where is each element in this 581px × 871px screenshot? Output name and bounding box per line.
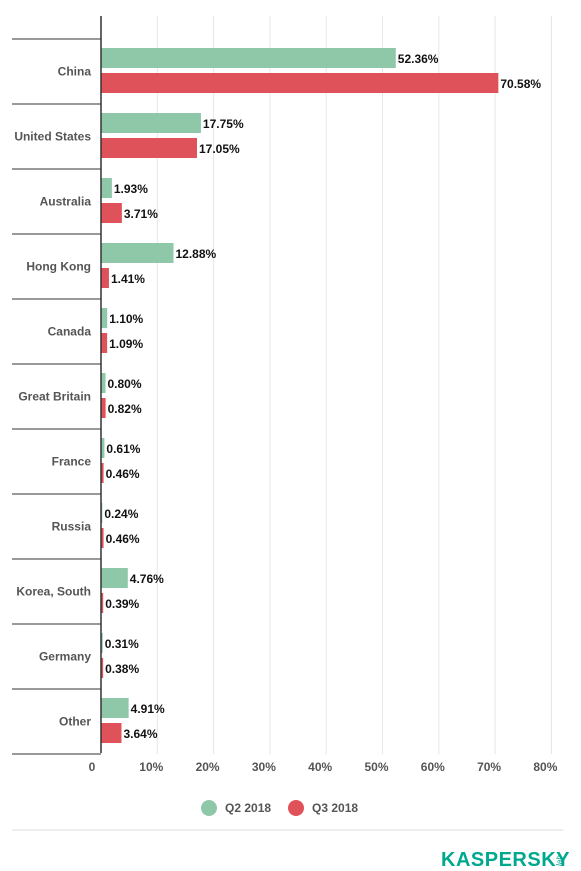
data-label: 0.46% xyxy=(106,467,140,481)
category-label: Other xyxy=(59,715,91,729)
bars: 52.36% 70.58% 17.75% 17.05% 1.93% 3.71% 12.88%… xyxy=(101,48,541,743)
data-label: 3.64% xyxy=(123,727,157,741)
category-label: Australia xyxy=(40,195,92,209)
grid-lines xyxy=(156,16,552,754)
data-label: 0.80% xyxy=(108,377,142,391)
bar[interactable] xyxy=(101,658,104,678)
bar[interactable] xyxy=(101,138,197,158)
category-label: France xyxy=(52,455,92,469)
legend-item-q3[interactable]: Q3 2018 xyxy=(288,800,358,816)
category-separators xyxy=(12,38,101,755)
bar[interactable] xyxy=(101,438,105,458)
data-label: 70.58% xyxy=(500,77,541,91)
kaspersky-logo: KASPERSKY lab xyxy=(441,849,570,871)
category-label: China xyxy=(58,65,92,79)
data-label: 0.31% xyxy=(105,637,139,651)
bar[interactable] xyxy=(101,48,396,68)
x-tick-label: 50% xyxy=(364,760,388,774)
bar[interactable] xyxy=(101,398,106,418)
legend-label-q3: Q3 2018 xyxy=(312,801,358,815)
bar[interactable] xyxy=(101,698,129,718)
bar[interactable] xyxy=(101,528,104,548)
legend-swatch-q3 xyxy=(288,800,304,816)
legend-label-q2: Q2 2018 xyxy=(225,801,271,815)
data-label: 1.41% xyxy=(111,272,145,286)
category-label: United States xyxy=(14,130,91,144)
legend-item-q2[interactable]: Q2 2018 xyxy=(201,800,271,816)
bar[interactable] xyxy=(101,268,109,288)
logo-sub-text: lab xyxy=(555,855,564,866)
legend-swatch-q2 xyxy=(201,800,217,816)
data-label: 17.75% xyxy=(203,117,244,131)
legend: Q2 2018 Q3 2018 xyxy=(201,800,358,816)
data-label: 0.39% xyxy=(105,597,139,611)
bar[interactable] xyxy=(101,463,104,483)
bar[interactable] xyxy=(101,723,122,743)
bar[interactable] xyxy=(101,73,499,93)
x-tick-labels: 0 10% 20% 30% 40% 50% 60% 70% 80% xyxy=(89,760,558,774)
x-tick-label: 60% xyxy=(421,760,445,774)
bar[interactable] xyxy=(101,178,112,198)
data-label: 52.36% xyxy=(398,52,439,66)
data-label: 1.09% xyxy=(109,337,143,351)
category-label: Great Britain xyxy=(18,390,91,404)
x-tick-label: 70% xyxy=(477,760,501,774)
data-label: 12.88% xyxy=(176,247,217,261)
data-label: 1.93% xyxy=(114,182,148,196)
x-tick-label: 10% xyxy=(139,760,163,774)
bar[interactable] xyxy=(101,203,122,223)
x-tick-label: 30% xyxy=(252,760,276,774)
data-label: 0.61% xyxy=(106,442,140,456)
bar[interactable] xyxy=(101,373,106,393)
bar[interactable] xyxy=(101,593,104,613)
x-tick-label: 40% xyxy=(308,760,332,774)
bar[interactable] xyxy=(101,243,174,263)
category-labels: China United States Australia Hong Kong Cana… xyxy=(14,65,91,729)
logo-text: KASPERSKY xyxy=(441,849,570,871)
data-label: 4.91% xyxy=(131,702,165,716)
data-label: 0.82% xyxy=(108,402,142,416)
bar[interactable] xyxy=(101,568,128,588)
data-label: 0.38% xyxy=(105,662,139,676)
bar[interactable] xyxy=(101,333,108,353)
category-label: Hong Kong xyxy=(26,260,91,274)
data-label: 4.76% xyxy=(130,572,164,586)
data-label: 3.71% xyxy=(124,207,158,221)
bar[interactable] xyxy=(101,113,201,133)
x-tick-label: 0 xyxy=(89,760,96,774)
data-label: 0.46% xyxy=(106,532,140,546)
data-label: 1.10% xyxy=(109,312,143,326)
x-tick-label: 20% xyxy=(196,760,220,774)
category-label: Korea, South xyxy=(16,585,91,599)
category-label: Germany xyxy=(39,650,91,664)
category-label: Russia xyxy=(52,520,92,534)
data-label: 17.05% xyxy=(199,142,240,156)
category-label: Canada xyxy=(48,325,92,339)
x-tick-label: 80% xyxy=(533,760,557,774)
bar[interactable] xyxy=(101,308,108,328)
data-label: 0.24% xyxy=(104,507,138,521)
bar[interactable] xyxy=(101,633,103,653)
